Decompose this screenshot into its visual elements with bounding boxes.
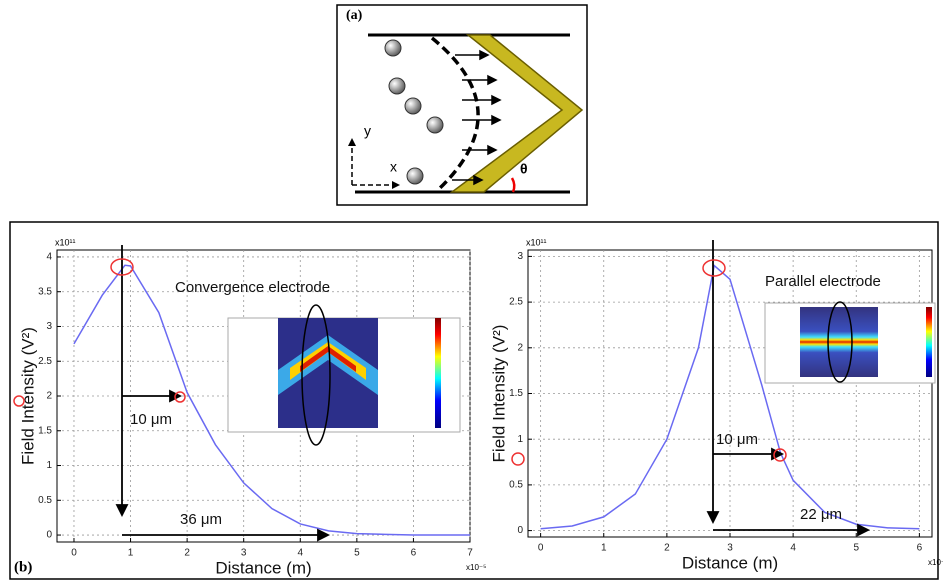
highlight-circles (13, 258, 787, 466)
field-line (430, 36, 480, 190)
x-tick-label: 4 (297, 548, 303, 559)
y-tick-label: 1 (46, 460, 52, 471)
data-line (73, 264, 470, 536)
x-tick-label: 2 (184, 548, 190, 559)
axes-arrows (351, 145, 392, 186)
y-tick-label: 0.5 (38, 495, 52, 506)
x-tick-label: 5 (354, 548, 360, 559)
annotation: 10 μm (130, 411, 172, 428)
arrowhead (392, 181, 400, 189)
annotation: Convergence electrode (175, 279, 330, 296)
x-tick-label: 4 (790, 543, 796, 554)
y-tick-label: 2 (517, 342, 523, 353)
x-multiplier: x10⁻⁵ (928, 558, 943, 567)
highlight (301, 304, 331, 446)
y-multiplier: x10¹¹ (526, 237, 547, 247)
inset-convergence (227, 304, 461, 446)
x-tick-label: 1 (128, 548, 134, 559)
heatmap (800, 307, 878, 377)
diagram: (a) y x θ (336, 4, 588, 206)
y-tick-label: 0.5 (509, 480, 523, 491)
force-arrows (452, 49, 502, 186)
y-tick-label: 1.5 (38, 425, 52, 436)
x-axis-label: Distance (m) (682, 553, 778, 572)
y-tick-label: 0 (517, 525, 523, 536)
y-multiplier: x10¹¹ (55, 237, 76, 247)
x-axis-label: Distance (m) (215, 558, 311, 577)
highlight (827, 301, 853, 383)
inset-parallel (764, 301, 936, 384)
panel-label: (a) (346, 8, 363, 23)
y-tick-label: 3 (517, 251, 523, 262)
x-tick-label: 3 (727, 543, 733, 554)
x-tick-label: 7 (467, 548, 473, 559)
annotation: Parallel electrode (765, 273, 881, 290)
x-tick-label: 0 (538, 543, 544, 554)
annotation: 10 μm (716, 431, 758, 448)
y-tick-label: 1 (517, 434, 523, 445)
particles (384, 39, 444, 185)
colorbar (926, 307, 932, 377)
x-tick-label: 6 (917, 543, 923, 554)
annotation-arrows (115, 240, 871, 542)
x-tick-label: 6 (411, 548, 417, 559)
heatmap-band (300, 346, 356, 372)
y-tick-label: 4 (46, 252, 52, 263)
electrode (449, 34, 584, 193)
diagram-frame (336, 4, 588, 206)
y-tick-label: 2 (46, 391, 52, 402)
annotation: 36 μm (180, 511, 222, 528)
arrowhead (348, 138, 356, 146)
annotation: 22 μm (800, 506, 842, 523)
y-tick-label: 0 (46, 530, 52, 541)
x-multiplier: x10⁻⁵ (466, 563, 486, 572)
y-axis-label: Field Intensity (V²) (489, 325, 508, 463)
angle-label: θ (520, 161, 528, 177)
colorbar (435, 318, 441, 428)
x-tick-label: 0 (71, 548, 77, 559)
axis-y-label: y (364, 123, 371, 139)
y-tick-label: 2.5 (509, 297, 523, 308)
y-axis-label: Field Intensity (V²) (18, 327, 37, 465)
x-tick-label: 3 (241, 548, 247, 559)
x-tick-label: 1 (601, 543, 607, 554)
axis-x-label: x (390, 159, 397, 175)
y-tick-label: 1.5 (509, 388, 523, 399)
y-tick-label: 3 (46, 321, 52, 332)
panel-label: (b) (14, 559, 32, 575)
angle-arc (510, 177, 516, 193)
x-tick-label: 5 (853, 543, 859, 554)
y-tick-label: 3.5 (38, 286, 52, 297)
data-line (540, 264, 920, 530)
x-tick-label: 2 (664, 543, 670, 554)
y-tick-label: 2.5 (38, 356, 52, 367)
